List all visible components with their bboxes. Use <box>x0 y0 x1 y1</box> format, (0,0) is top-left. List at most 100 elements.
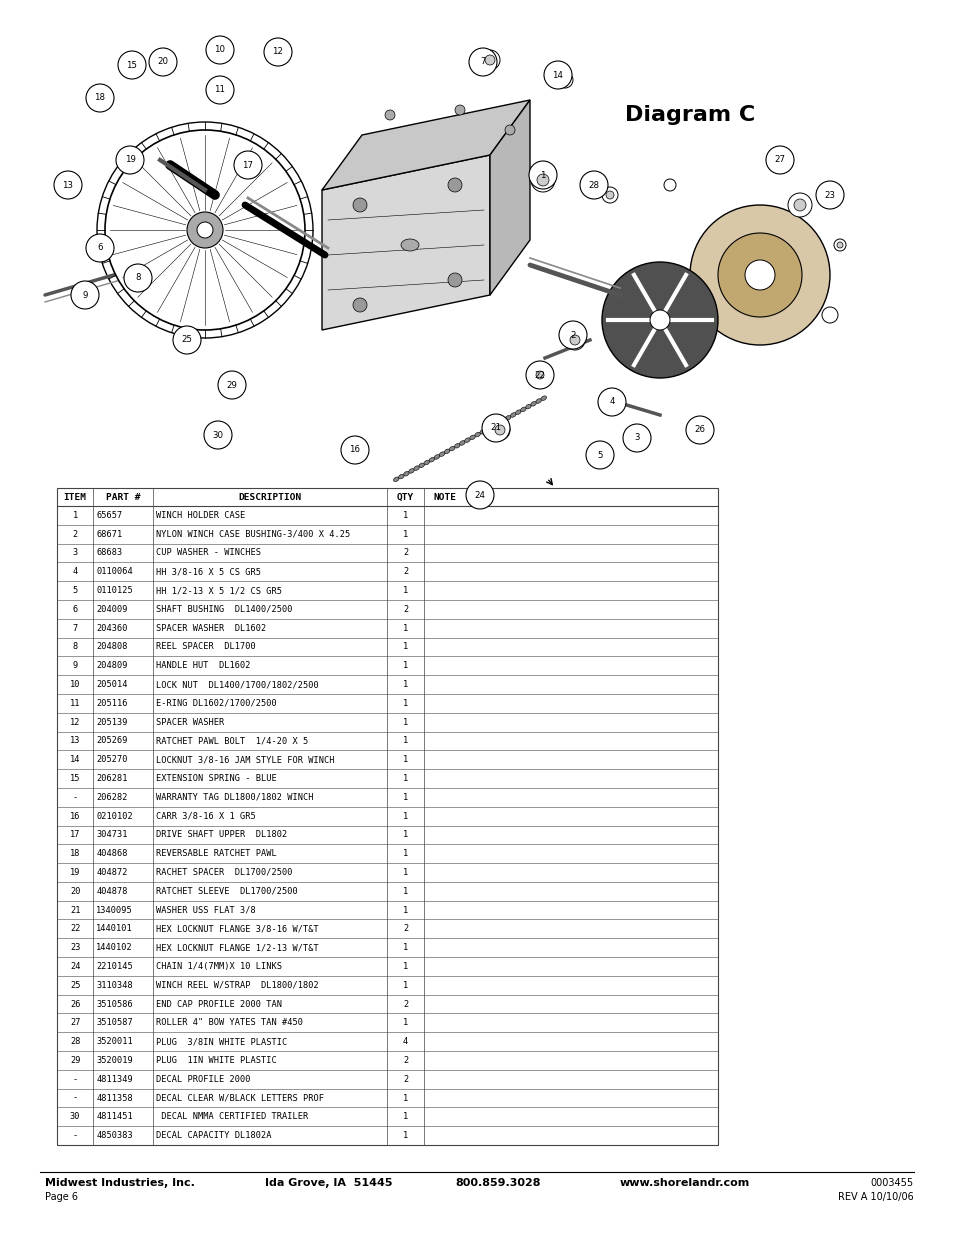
Circle shape <box>86 84 113 112</box>
Text: DECAL CAPACITY DL1802A: DECAL CAPACITY DL1802A <box>155 1131 271 1140</box>
Circle shape <box>455 105 464 115</box>
Circle shape <box>649 310 669 330</box>
Text: 7: 7 <box>72 624 78 632</box>
Text: 21: 21 <box>490 424 501 432</box>
Text: 1: 1 <box>402 962 408 971</box>
Text: 1440102: 1440102 <box>96 944 133 952</box>
Text: 5: 5 <box>597 451 602 459</box>
Text: 29: 29 <box>70 1056 80 1065</box>
Ellipse shape <box>449 446 455 451</box>
Text: 205270: 205270 <box>96 756 128 764</box>
Text: 6: 6 <box>72 605 78 614</box>
Text: 0110064: 0110064 <box>96 567 133 577</box>
Text: 28: 28 <box>70 1037 80 1046</box>
Circle shape <box>118 51 146 79</box>
Text: 27: 27 <box>774 156 784 164</box>
Circle shape <box>204 421 232 450</box>
Text: HEX LOCKNUT FLANGE 3/8-16 W/T&T: HEX LOCKNUT FLANGE 3/8-16 W/T&T <box>155 924 318 934</box>
Text: 2: 2 <box>402 1074 408 1084</box>
Circle shape <box>685 416 713 445</box>
Text: NYLON WINCH CASE BUSHING-3/400 X 4.25: NYLON WINCH CASE BUSHING-3/400 X 4.25 <box>155 530 350 538</box>
Text: RATCHET PAWL BOLT  1/4-20 X 5: RATCHET PAWL BOLT 1/4-20 X 5 <box>155 736 308 746</box>
Text: 30: 30 <box>70 1113 80 1121</box>
Text: 8: 8 <box>72 642 78 651</box>
Text: 204360: 204360 <box>96 624 128 632</box>
Text: 1: 1 <box>402 642 408 651</box>
Text: 1: 1 <box>402 850 408 858</box>
Text: 28: 28 <box>588 180 598 189</box>
Text: DRIVE SHAFT UPPER  DL1802: DRIVE SHAFT UPPER DL1802 <box>155 830 287 840</box>
Text: 4: 4 <box>72 567 78 577</box>
Text: HH 3/8-16 X 5 CS GR5: HH 3/8-16 X 5 CS GR5 <box>155 567 260 577</box>
Text: 30: 30 <box>213 431 223 440</box>
Text: 1: 1 <box>402 811 408 820</box>
Text: 1: 1 <box>402 1113 408 1121</box>
Text: 5: 5 <box>72 587 78 595</box>
Ellipse shape <box>438 452 444 457</box>
Text: 23: 23 <box>823 190 835 200</box>
Text: SPACER WASHER  DL1602: SPACER WASHER DL1602 <box>155 624 266 632</box>
Text: 12: 12 <box>273 47 283 57</box>
Text: RACHET SPACER  DL1700/2500: RACHET SPACER DL1700/2500 <box>155 868 292 877</box>
Text: 2210145: 2210145 <box>96 962 133 971</box>
Text: 3520011: 3520011 <box>96 1037 133 1046</box>
Text: 1: 1 <box>402 793 408 802</box>
Text: 16: 16 <box>349 446 360 454</box>
Text: 1: 1 <box>402 1093 408 1103</box>
Text: 2: 2 <box>402 548 408 557</box>
Text: 9: 9 <box>82 290 88 300</box>
Circle shape <box>149 48 177 77</box>
Ellipse shape <box>464 438 470 442</box>
Circle shape <box>481 414 510 442</box>
Text: 1: 1 <box>402 587 408 595</box>
Circle shape <box>448 178 461 191</box>
Text: 65657: 65657 <box>96 511 123 520</box>
Text: DECAL CLEAR W/BLACK LETTERS PROF: DECAL CLEAR W/BLACK LETTERS PROF <box>155 1093 323 1103</box>
Ellipse shape <box>444 450 450 453</box>
Text: Ida Grove, IA  51445: Ida Grove, IA 51445 <box>265 1178 392 1188</box>
Text: 1340095: 1340095 <box>96 905 133 915</box>
Circle shape <box>598 388 625 416</box>
Text: CHAIN 1/4(7MM)X 10 LINKS: CHAIN 1/4(7MM)X 10 LINKS <box>155 962 281 971</box>
Text: 1: 1 <box>402 699 408 708</box>
Ellipse shape <box>469 435 475 440</box>
Ellipse shape <box>400 240 418 251</box>
Polygon shape <box>490 100 530 295</box>
Text: 14: 14 <box>552 70 563 79</box>
Text: 2: 2 <box>402 567 408 577</box>
Text: 22: 22 <box>70 924 80 934</box>
Circle shape <box>490 420 510 440</box>
Text: 18: 18 <box>94 94 106 103</box>
Text: 1: 1 <box>402 718 408 726</box>
Text: 14: 14 <box>70 756 80 764</box>
Circle shape <box>97 122 313 338</box>
Text: PLUG  3/8IN WHITE PLASTIC: PLUG 3/8IN WHITE PLASTIC <box>155 1037 287 1046</box>
Text: 1: 1 <box>402 905 408 915</box>
Ellipse shape <box>520 408 526 411</box>
Text: EXTENSION SPRING - BLUE: EXTENSION SPRING - BLUE <box>155 774 276 783</box>
Text: 1: 1 <box>402 624 408 632</box>
Ellipse shape <box>540 396 546 400</box>
Text: 1: 1 <box>539 170 545 179</box>
Ellipse shape <box>398 474 404 479</box>
Text: 2: 2 <box>402 605 408 614</box>
Text: 16: 16 <box>70 811 80 820</box>
Circle shape <box>765 146 793 174</box>
Text: 18: 18 <box>70 850 80 858</box>
Text: PART #: PART # <box>106 493 140 501</box>
Text: 27: 27 <box>70 1019 80 1028</box>
Text: 4811349: 4811349 <box>96 1074 133 1084</box>
Text: 11: 11 <box>214 85 225 95</box>
Circle shape <box>385 110 395 120</box>
Ellipse shape <box>515 410 520 415</box>
Text: -: - <box>72 1074 78 1084</box>
Circle shape <box>557 72 573 88</box>
Text: 1: 1 <box>402 661 408 671</box>
Circle shape <box>821 308 837 324</box>
Ellipse shape <box>408 468 414 473</box>
Ellipse shape <box>479 430 485 433</box>
Text: 404872: 404872 <box>96 868 128 877</box>
Text: 206282: 206282 <box>96 793 128 802</box>
Text: 9: 9 <box>72 661 78 671</box>
Circle shape <box>536 370 543 379</box>
